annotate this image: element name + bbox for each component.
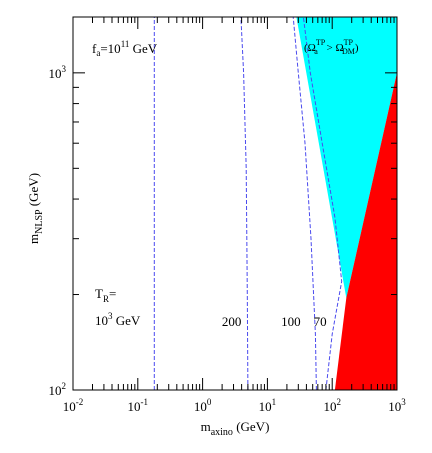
tr-value-annotation: 103 GeV	[95, 311, 141, 328]
x-axis-title: maxino (GeV)	[201, 419, 270, 438]
tr-annotation: TR=	[95, 286, 116, 304]
ticks-layer	[72, 17, 398, 391]
y-tick-label: 103	[49, 64, 67, 81]
fa-annotation: fa=1011 GeV	[92, 39, 158, 58]
x-tick-label: 102	[323, 397, 341, 414]
curve-label-200: 200	[222, 314, 242, 329]
x-tick-label: 10-2	[63, 397, 84, 414]
regions-layer	[296, 17, 397, 391]
plot-frame	[72, 16, 398, 391]
x-tick-label: 100	[194, 397, 212, 414]
y-axis-title: mNLSP (GeV)	[26, 173, 45, 244]
excluded-region	[334, 72, 397, 391]
y-tick-label: 102	[49, 381, 67, 398]
overclosure-region	[296, 17, 397, 298]
series-layer	[153, 16, 343, 391]
x-tick-label: 101	[259, 397, 277, 414]
curve-label-70: 70	[314, 314, 327, 329]
labels-layer: 10-2 10-1 100 101 102 103 102 103 maxino (GeV) mN…	[26, 38, 406, 438]
x-tick-label: 10-1	[128, 397, 149, 414]
omega-annotation: (ΩTP a > ΩTP DM)	[304, 38, 359, 56]
contour-line-4	[302, 16, 343, 391]
contour-line-3	[292, 16, 317, 391]
contour-line-2	[240, 16, 249, 391]
curve-label-100: 100	[281, 314, 301, 329]
x-tick-label: 103	[388, 397, 406, 414]
